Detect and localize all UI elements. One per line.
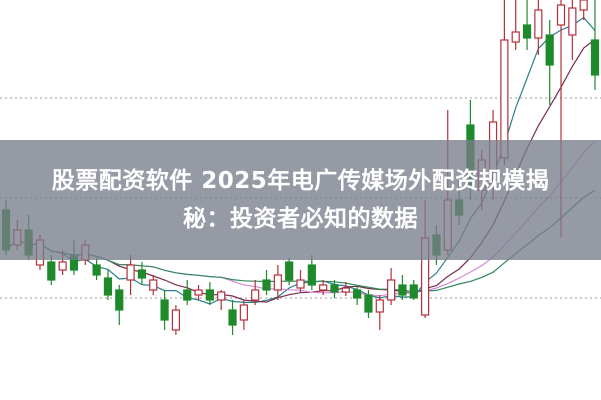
candle [590,0,600,90]
candle [330,280,339,298]
candle-body [296,279,305,289]
candle [228,300,237,335]
candle [296,270,305,292]
candle [160,290,169,330]
candle [307,255,316,290]
candle-body [58,261,67,271]
candle [92,258,101,280]
candle-body [160,299,169,321]
candle-body [319,284,328,291]
candle-body [534,9,543,39]
candle [353,285,362,305]
candle [364,290,373,318]
candle-body [251,289,260,301]
candle [251,280,260,305]
title-overlay: 股票配资软件 2025年电广传媒场外配资规模揭 秘：投资者必知的数据 [0,140,601,260]
candle [545,20,554,105]
candle-body [239,304,248,321]
candle-body [183,289,192,301]
candle [319,280,328,295]
candle-body [103,277,113,296]
candle-body [579,0,588,11]
candle [534,0,543,55]
title-line-1: 股票配资软件 2025年电广传媒场外配资规模揭 [51,168,550,194]
candle-body [330,284,339,293]
candle-body [387,279,396,301]
candle [273,265,282,300]
candle-body [568,7,577,36]
candle-body [194,289,203,296]
candle-body [273,274,282,291]
candle-body [398,284,407,296]
candle-body [171,309,181,331]
candle [239,300,248,330]
candle-body [364,294,373,313]
candle-body [205,289,214,301]
candle-body [556,4,566,26]
candle-body [522,24,532,39]
candle [115,285,124,325]
candle [262,270,271,295]
candle-body [149,279,158,291]
candle-body [137,269,147,279]
candle [375,295,384,330]
candle [568,0,577,60]
candle-body [262,279,271,291]
candle [511,0,520,50]
candle-body [217,291,226,301]
candle-body [511,31,520,43]
candle [387,268,396,305]
candle-body [47,261,56,281]
candle [285,258,294,285]
candle-body [353,289,362,299]
candle-body [126,264,135,281]
candle [103,270,113,300]
candle-body [341,287,350,293]
candle [409,280,418,300]
candle [341,282,350,296]
candle [126,255,135,295]
candle-body [545,34,554,66]
candle-body [375,299,384,313]
candle-body [307,264,316,286]
candle-body [409,284,418,299]
candle-body [285,261,294,281]
candle [149,275,158,295]
candle-body [92,264,101,276]
candle [47,255,56,285]
candle-body [590,39,600,76]
candle [522,0,532,50]
candle [398,275,407,300]
candle [205,282,214,305]
candle [183,280,192,305]
candle [171,305,181,335]
candle [579,0,588,20]
candle [194,285,203,300]
candle-body [228,309,237,326]
candle-body [115,289,124,311]
title-line-2: 秘：投资者必知的数据 [183,206,418,232]
candle [217,290,226,310]
candle [137,262,147,285]
